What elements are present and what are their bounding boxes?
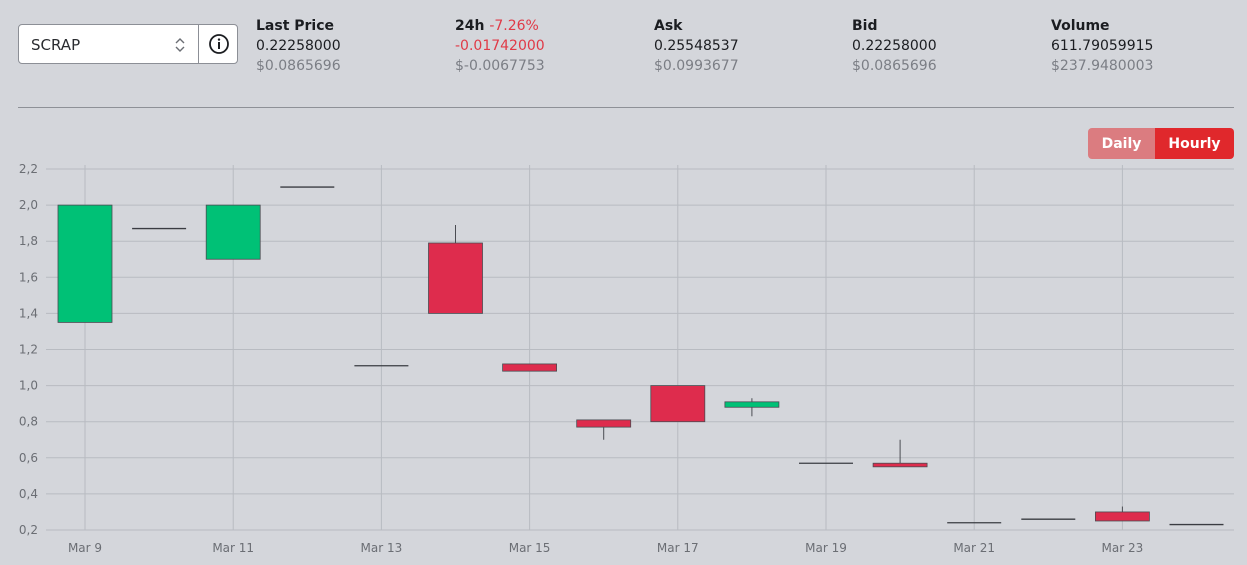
candle [1095,506,1150,522]
stat-24h-change: 24h -7.26% -0.01742000 $-0.0067753 [455,16,545,76]
x-tick-label: Mar 21 [953,541,995,555]
x-tick-label: Mar 23 [1102,541,1144,555]
stat-value: 0.22258000 [256,38,341,54]
y-tick-label: 0,4 [19,487,38,501]
info-button[interactable] [199,25,238,63]
stat-label: Bid [852,18,878,34]
y-tick-label: 0,2 [19,523,38,537]
hourly-button[interactable]: Hourly [1155,128,1234,159]
y-tick-label: 0,8 [19,415,38,429]
candle-body [205,204,261,260]
candle [576,419,632,440]
header-divider [18,107,1234,108]
candle-body [650,385,706,423]
stat-usd-value: $-0.0067753 [455,58,545,74]
candle-body [724,401,780,408]
y-tick-labels: 2,2 2,0 1,8 1,6 1,4 1,2 1,0 0,8 0,6 0,4 0,2 [19,162,38,537]
stat-change-percent: -7.26% [489,18,539,34]
x-tick-label: Mar 11 [212,541,254,555]
candle [57,204,113,323]
candle [650,385,706,423]
candle-body [872,462,928,468]
stat-usd-value: $0.0865696 [852,58,937,74]
candle-body [1095,511,1150,522]
y-tick-label: 1,2 [19,343,38,357]
x-tick-label: Mar 15 [509,541,551,555]
y-tick-label: 0,6 [19,451,38,465]
candle [205,204,261,260]
stat-label: Last Price [256,18,335,34]
daily-button[interactable]: Daily [1088,128,1155,159]
stat-usd-value: $237.9480003 [1051,58,1154,74]
candle-body [57,204,113,323]
y-tick-label: 1,6 [19,270,38,284]
info-circle-icon[interactable] [208,33,230,55]
x-tick-labels: Mar 9 Mar 11 Mar 13 Mar 15 Mar 17 Mar 19 Mar 2… [68,541,1143,555]
candles [57,186,1224,526]
x-tick-label: Mar 9 [68,541,102,555]
stat-usd-value: $0.0865696 [256,58,341,74]
market-select-value[interactable]: SCRAP [31,36,81,54]
interval-toggle: Daily Hourly [1088,128,1234,159]
stat-value: 611.79059915 [1051,38,1154,54]
stat-label: Ask [654,18,683,34]
stat-volume: Volume 611.79059915 $237.9480003 [1051,16,1153,76]
stat-label: Volume [1051,18,1110,34]
chevron-up-down-icon[interactable] [174,37,186,53]
stat-value: -0.01742000 [455,38,545,54]
candle-body [576,419,632,428]
candle [872,439,928,468]
x-tick-label: Mar 17 [657,541,699,555]
stat-bid: Bid 0.22258000 $0.0865696 [852,16,937,76]
market-select[interactable]: SCRAP [18,24,238,64]
x-tick-label: Mar 19 [805,541,847,555]
y-tick-label: 2,0 [19,198,38,212]
candle [724,398,780,417]
candle-body [428,242,483,314]
stat-usd-value: $0.0993677 [654,58,739,74]
candle [502,363,558,372]
y-tick-label: 1,0 [19,379,38,393]
stat-label: 24h -7.26% [455,18,539,34]
candle-body [502,363,558,372]
stat-last-price: Last Price 0.22258000 $0.0865696 [256,16,341,76]
candle [428,224,483,314]
select-divider [198,25,199,63]
x-tick-label: Mar 13 [361,541,403,555]
y-tick-label: 1,4 [19,306,38,320]
y-tick-label: 2,2 [19,162,38,176]
y-tick-label: 1,8 [19,234,38,248]
stat-ask: Ask 0.25548537 $0.0993677 [654,16,739,76]
stat-value: 0.25548537 [654,38,739,54]
stat-value: 0.22258000 [852,38,937,54]
